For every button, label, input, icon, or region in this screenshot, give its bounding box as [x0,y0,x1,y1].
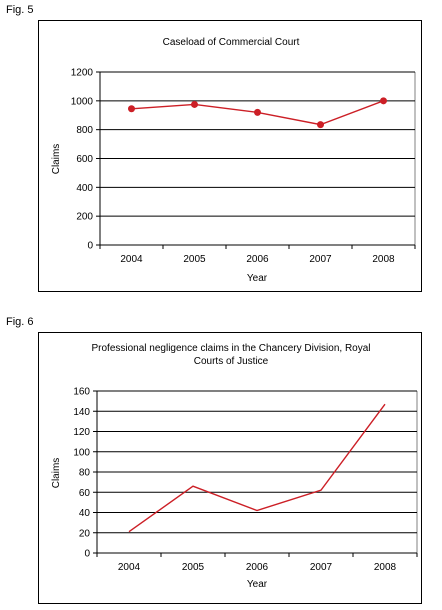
data-series [128,97,387,129]
x-tick-label: 2004 [118,562,141,573]
data-point [317,121,324,129]
chart-1-svg: Caseload of Commercial Court 0 200 400 600 8… [51,37,416,284]
y-tick-labels: 0 200 400 600 800 1000 1200 [71,68,94,252]
x-tick-labels: 2004 2005 2006 2007 2008 [120,254,395,265]
chart-title-line-2: Courts of Justice [194,356,269,367]
y-tick-label: 600 [76,154,93,165]
y-tick-label: 40 [79,508,91,519]
series-line [128,403,386,533]
y-tick-label: 60 [79,488,91,499]
x-tick-labels: 2004 2005 2006 2007 2008 [118,562,397,573]
y-tick-label: 0 [87,241,93,252]
chart-caseload-commercial-court: Caseload of Commercial Court 0 200 400 600 8… [38,20,422,292]
y-tick-label: 160 [73,387,90,398]
chart-title-line-1: Professional negligence claims in the Ch… [91,343,370,354]
x-axis-label: Year [247,579,268,590]
y-tick-label: 200 [76,212,93,223]
y-tick-labels: 0 20 40 60 80 100 120 140 160 [73,387,90,560]
data-point [380,97,387,105]
x-tick-label: 2005 [183,254,206,265]
y-tick-label: 1000 [71,96,94,107]
data-series [128,403,386,533]
y-tick-label: 0 [84,549,90,560]
x-tick-label: 2006 [246,254,269,265]
y-tick-label: 80 [79,468,91,479]
figure-6-label: Fig. 6 [6,316,34,328]
chart-title: Caseload of Commercial Court [163,37,300,48]
data-point [128,105,135,113]
x-tick-label: 2007 [310,562,333,573]
y-tick-label: 120 [73,427,90,438]
chart-2-svg: Professional negligence claims in the Ch… [51,343,418,590]
x-tick-label: 2005 [182,562,205,573]
x-tick-label: 2008 [374,562,397,573]
y-axis-label: Claims [51,144,62,175]
y-tick-label: 140 [73,407,90,418]
grid-lines [96,71,416,249]
y-tick-label: 100 [73,447,90,458]
grid-lines [93,390,418,557]
x-tick-label: 2004 [120,254,143,265]
x-tick-label: 2007 [309,254,332,265]
y-tick-label: 20 [79,528,91,539]
y-tick-label: 800 [76,125,93,136]
y-axis-label: Claims [51,458,62,489]
y-tick-label: 1200 [71,68,94,79]
y-tick-label: 400 [76,183,93,194]
data-point [254,108,261,116]
chart-professional-negligence-claims: Professional negligence claims in the Ch… [38,332,422,604]
x-tick-label: 2006 [246,562,269,573]
data-point [191,100,198,108]
x-tick-label: 2008 [372,254,395,265]
x-axis-label: Year [247,273,268,284]
figure-5-label: Fig. 5 [6,4,34,16]
